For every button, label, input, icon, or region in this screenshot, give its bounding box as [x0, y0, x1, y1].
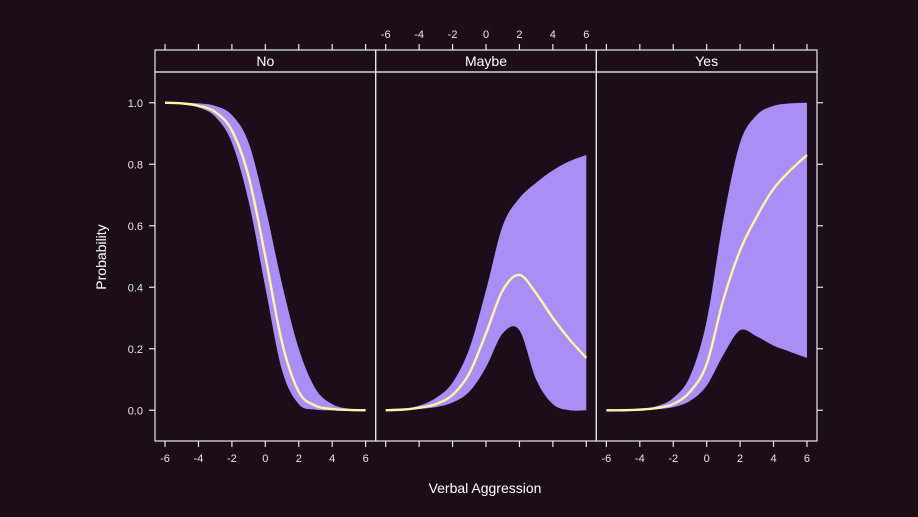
- x-tick-label: -6: [160, 453, 170, 465]
- confidence-band-maybe: [385, 155, 587, 411]
- panel-no: No: [154, 49, 377, 442]
- x-tick-label: 4: [770, 453, 776, 465]
- x-tick-label-top: 4: [550, 29, 556, 41]
- y-tick-label: 0.2: [128, 344, 143, 356]
- panel-maybe: Maybe: [375, 49, 597, 442]
- axes-layer: -6 -4 -2 0 2 4 6 -6 -4 -2 0 2 4 6 -6 -4 -2 0 2 4 6 0.0 0.2 0.4 0…: [128, 29, 823, 465]
- strip-label-yes: Yes: [695, 53, 718, 69]
- x-tick-label-top: -2: [448, 29, 458, 41]
- panels-layer: No Maybe Yes: [154, 49, 818, 442]
- x-tick-label: -2: [668, 453, 678, 465]
- x-tick-label: -4: [635, 453, 645, 465]
- x-tick-label-top: -4: [414, 29, 424, 41]
- x-tick-label: 0: [704, 453, 710, 465]
- x-tick-label: -2: [227, 453, 237, 465]
- x-axis-title: Verbal Aggression: [429, 480, 542, 496]
- strip-label-maybe: Maybe: [465, 53, 507, 69]
- panel-yes: Yes: [595, 49, 818, 442]
- fit-line-no: [164, 101, 366, 412]
- x-tick-label: -6: [601, 453, 611, 465]
- y-tick-label: 1.0: [128, 98, 143, 110]
- x-tick-label: 2: [737, 453, 743, 465]
- x-tick-label-top: -6: [381, 29, 391, 41]
- x-tick-label: 6: [804, 453, 810, 465]
- x-tick-label: -4: [194, 453, 204, 465]
- fit-line-yes: [606, 154, 808, 412]
- x-tick-label-top: 6: [583, 29, 589, 41]
- confidence-band-yes: [606, 102, 807, 411]
- fit-line-maybe: [385, 273, 588, 412]
- y-axis-title: Probability: [93, 224, 109, 289]
- x-tick-label: 2: [296, 453, 302, 465]
- y-tick-label: 0.8: [128, 159, 143, 171]
- y-tick-label: 0.4: [128, 282, 143, 294]
- x-tick-label: 4: [329, 453, 335, 465]
- y-tick-label: 0.0: [128, 405, 143, 417]
- strip-label-no: No: [256, 53, 274, 69]
- x-tick-label: 0: [262, 453, 268, 465]
- x-tick-label-top: 0: [483, 29, 489, 41]
- x-tick-label-top: 2: [516, 29, 522, 41]
- x-tick-label: 6: [363, 453, 369, 465]
- y-tick-label: 0.6: [128, 221, 143, 233]
